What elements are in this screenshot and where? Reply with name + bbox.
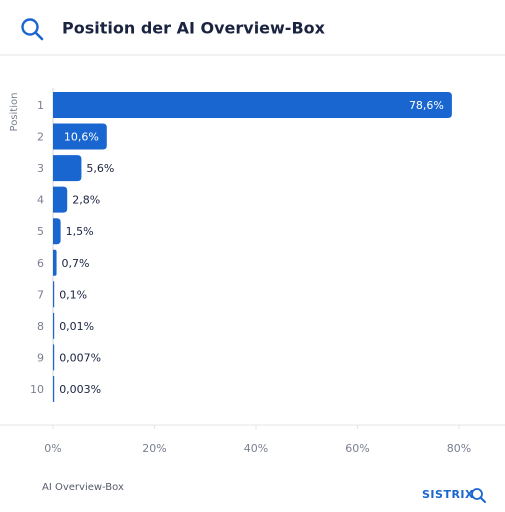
value-label: 5,6% <box>86 162 114 175</box>
y-tick-label: 6 <box>37 257 44 270</box>
x-tick-label: 20% <box>142 442 166 455</box>
value-label: 1,5% <box>66 225 94 238</box>
bar <box>53 155 82 182</box>
brand-icon-handle <box>479 496 486 503</box>
y-tick-label: 4 <box>37 194 44 207</box>
bar <box>53 218 61 245</box>
y-tick-label: 5 <box>37 225 44 238</box>
x-tick-label: 40% <box>244 442 268 455</box>
y-tick-label: 8 <box>37 320 44 333</box>
value-label: 0,003% <box>59 383 101 396</box>
brand-icon <box>471 488 483 500</box>
brand: SISTRIX <box>422 488 474 501</box>
y-tick-label: 1 <box>37 99 44 112</box>
bar <box>53 186 68 213</box>
bar <box>53 312 55 339</box>
x-axis-label: AI Overview-Box <box>42 482 124 493</box>
value-label: 0,7% <box>62 257 90 270</box>
bar <box>53 375 55 402</box>
chart-title: Position der AI Overview-Box <box>62 19 326 38</box>
bar <box>53 123 107 150</box>
y-tick-label: 9 <box>37 351 44 364</box>
value-label: 10,6% <box>64 131 99 144</box>
y-tick-label: 10 <box>30 383 44 396</box>
value-label: 0,007% <box>59 351 101 364</box>
y-axis-label: Position <box>9 93 20 132</box>
value-label: 78,6% <box>409 99 444 112</box>
y-tick-label: 2 <box>37 131 44 144</box>
y-tick-label: 7 <box>37 288 44 301</box>
y-tick-label: 3 <box>37 162 44 175</box>
x-tick-label: 60% <box>345 442 369 455</box>
x-tick-label: 80% <box>447 442 471 455</box>
value-label: 0,1% <box>59 288 87 301</box>
value-label: 0,01% <box>59 320 94 333</box>
value-label: 2,8% <box>72 194 100 207</box>
search-icon-handle <box>34 31 44 41</box>
x-tick-label: 0% <box>44 442 61 455</box>
bar <box>53 249 57 276</box>
search-icon <box>21 18 39 36</box>
bar <box>53 92 452 118</box>
bar <box>53 344 55 371</box>
bar <box>53 281 55 308</box>
